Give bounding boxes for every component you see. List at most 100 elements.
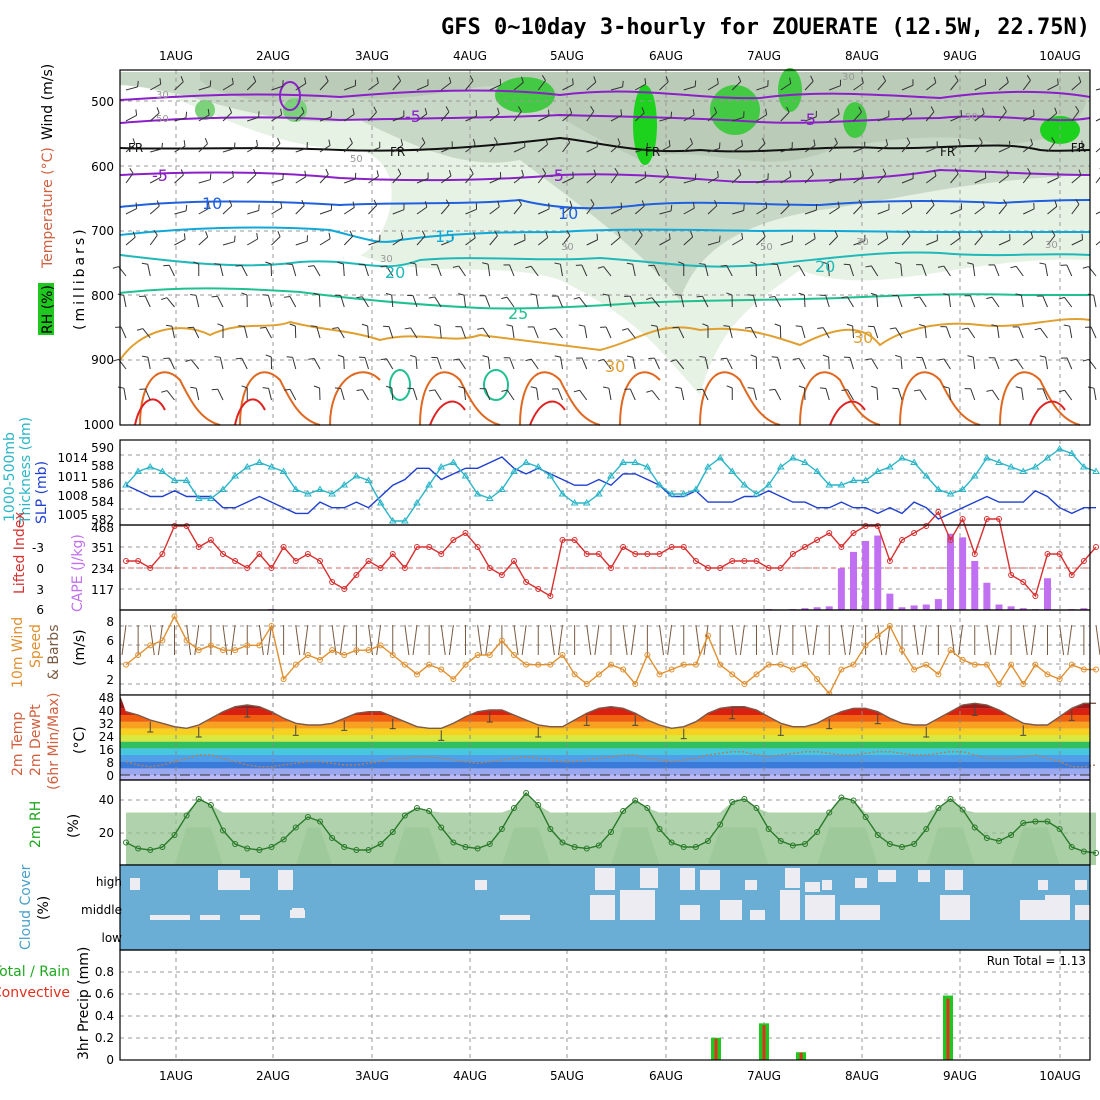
cloud-block — [240, 878, 250, 890]
temp-tick-label: 32 — [99, 717, 114, 731]
lifted-index-point — [426, 544, 433, 550]
wind-barb-feather — [885, 232, 889, 239]
wind-barb — [434, 296, 442, 308]
wind-barb-feather — [1075, 199, 1080, 205]
wind-barb-feather — [569, 107, 573, 114]
cape-bar — [1007, 606, 1015, 610]
wind-barb — [828, 356, 830, 370]
wind-barb-feather — [325, 75, 329, 82]
wind-barb-feather — [789, 170, 792, 177]
wind-barb — [605, 326, 612, 339]
rh-point — [559, 839, 566, 846]
lifted-index-point — [183, 523, 190, 529]
wind-barb — [900, 357, 903, 370]
wind-barb-feather — [813, 139, 816, 146]
isotherm-label: -5 — [548, 166, 564, 185]
wind-barb-feather — [750, 354, 757, 358]
lifted-index-point — [571, 537, 578, 543]
wind-barb — [147, 357, 151, 370]
wind-barb-feather — [452, 265, 459, 268]
surface-wind-barb — [840, 624, 846, 656]
wind-barb-feather — [301, 106, 305, 113]
thickness-point — [388, 517, 397, 524]
thickness-point — [473, 490, 482, 497]
rh-point — [450, 839, 457, 846]
wind-barb-feather — [668, 233, 671, 240]
wind-barb — [289, 389, 297, 401]
wind-speed-point — [171, 613, 178, 620]
wind-speed-point — [753, 671, 760, 678]
wind-barb — [1045, 357, 1048, 370]
lifted-index-point — [244, 565, 251, 571]
thickness-point — [122, 481, 130, 488]
wind-barb-feather — [786, 106, 790, 113]
wind-barb-feather — [469, 168, 474, 175]
lifted-index-point — [741, 558, 748, 564]
wind-barb-feather — [789, 77, 792, 84]
wind-barb-feather — [690, 231, 694, 238]
lifted-index-point — [147, 565, 154, 571]
lifted-index-point — [911, 530, 918, 536]
wind-barb — [1066, 264, 1073, 277]
rh-point — [874, 832, 881, 838]
wind-barb — [828, 142, 838, 153]
rh-point — [365, 847, 372, 853]
wind-barb-feather — [530, 293, 537, 296]
wind-barb-feather — [702, 323, 709, 327]
wind-barb-feather — [865, 265, 872, 268]
wind-speed-point — [329, 647, 336, 654]
wind-barb — [950, 80, 959, 91]
thickness-point — [813, 467, 822, 474]
thickness-point — [291, 485, 300, 492]
wind-barb-feather — [161, 297, 168, 300]
wind-barb — [780, 147, 793, 153]
wind-barb — [991, 296, 1000, 308]
wind-barb-feather — [744, 326, 751, 329]
cape-bar — [898, 607, 906, 610]
wind-barb — [994, 264, 1000, 277]
wind-barb — [217, 296, 224, 308]
wind-barb — [319, 238, 331, 246]
surface-wind-barb — [477, 624, 483, 656]
thickness-point — [619, 458, 628, 465]
isotherm-minus-5-mid — [119, 113, 1091, 124]
wind-barb — [533, 326, 539, 339]
wind-barb-feather — [141, 262, 148, 265]
wind-speed-point — [996, 681, 1002, 687]
wind-barb — [853, 111, 862, 122]
lifted-index-point — [717, 565, 724, 571]
wind-barb-feather — [380, 358, 387, 361]
thickness-point — [534, 463, 543, 470]
wind-barb — [656, 326, 660, 339]
lifted-index-point — [329, 579, 336, 585]
wind-barb — [974, 142, 983, 153]
rh-point — [886, 841, 893, 847]
wind-barb — [318, 294, 321, 308]
precip-tick-label: 0 — [106, 1053, 114, 1067]
wind-speed-point — [559, 652, 566, 658]
lifted-index-point — [365, 558, 372, 564]
lifted-index-point — [341, 586, 348, 592]
wind-speed-point — [644, 652, 651, 658]
wind-barb-feather — [304, 170, 307, 177]
cloud-panel: high middle low Cloud Cover (%) — [18, 864, 1091, 951]
wind-barb — [120, 326, 127, 339]
cloud-block — [745, 880, 757, 890]
wind-barb — [632, 264, 636, 277]
wind-barb-feather — [614, 167, 619, 174]
rh-band-90 — [195, 100, 215, 120]
lifted-index-point — [450, 537, 457, 543]
wind-barb-feather — [670, 359, 677, 362]
wind-barb-feather — [1026, 75, 1031, 81]
wind-speed-series — [123, 613, 1099, 697]
wind-barb — [1095, 118, 1100, 122]
wind-barb-feather — [135, 202, 138, 209]
wind-speed-point — [620, 666, 627, 673]
wind-barb — [150, 148, 162, 153]
li-tick-label: 0 — [36, 562, 44, 576]
wind-barb-feather — [501, 296, 508, 300]
wind-barb — [1042, 388, 1048, 401]
wind-barb-feather — [1002, 106, 1007, 112]
wind-barb — [222, 148, 235, 153]
wind-barb-feather — [894, 262, 901, 265]
